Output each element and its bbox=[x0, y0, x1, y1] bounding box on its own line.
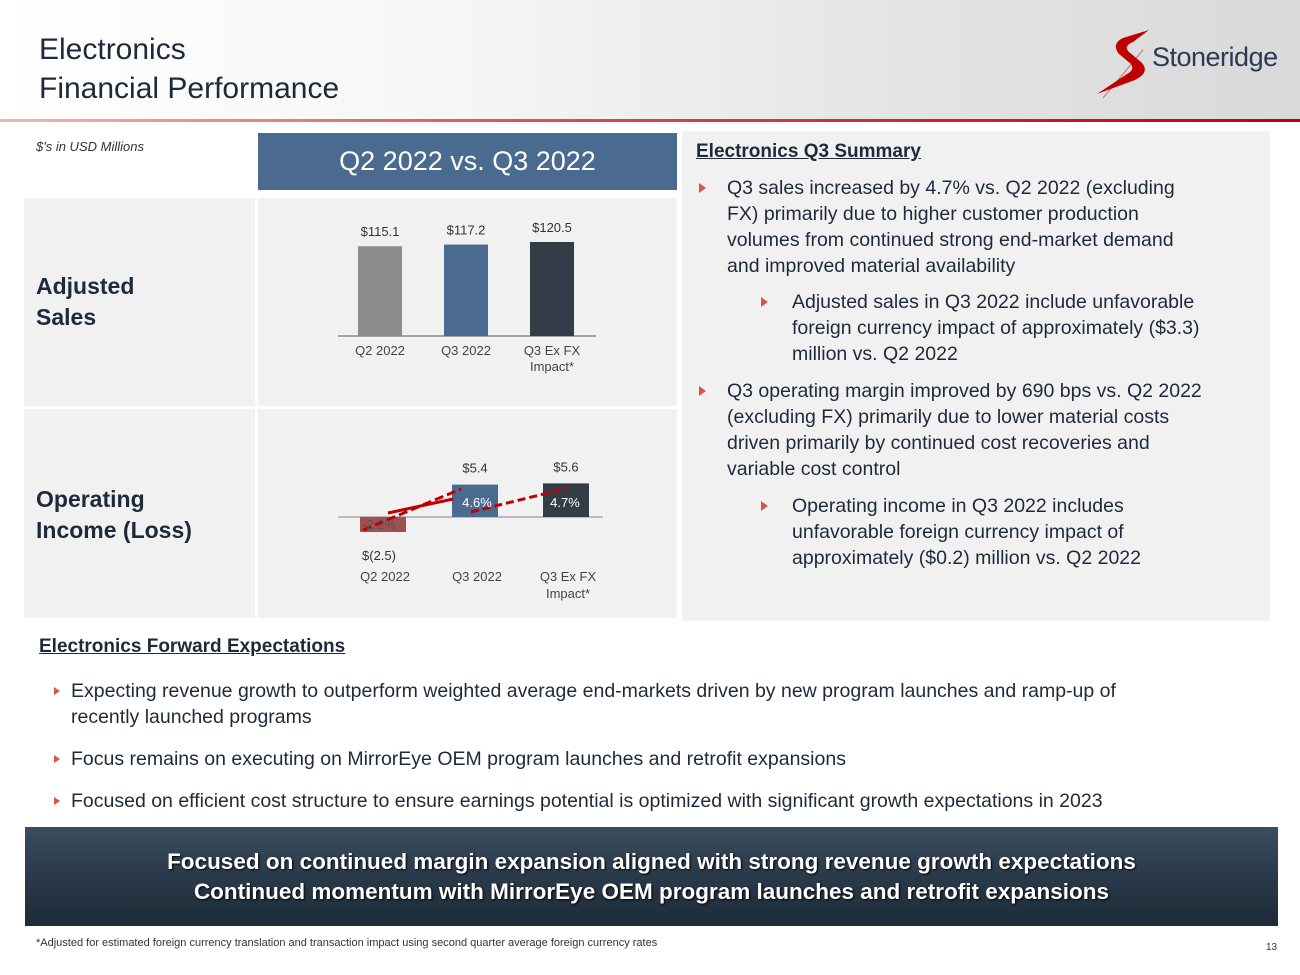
summary-bullet-sales-line: volumes from continued strong end-market… bbox=[727, 229, 1174, 251]
summary-title: Electronics Q3 Summary bbox=[696, 141, 921, 162]
bar bbox=[530, 242, 574, 336]
header-divider bbox=[0, 119, 1300, 122]
forward-item-line: Focused on efficient cost structure to e… bbox=[71, 790, 1103, 812]
footnote: *Adjusted for estimated foreign currency… bbox=[36, 937, 658, 949]
page-title-line2: Financial Performance bbox=[39, 72, 340, 105]
forward-item: Focused on efficient cost structure to e… bbox=[71, 788, 1251, 814]
x-tick-label: Q3 Ex FX bbox=[524, 343, 581, 358]
bullet-arrow-icon bbox=[761, 501, 768, 511]
bullet-arrow-icon bbox=[699, 386, 706, 396]
summary-bullet-sales: Q3 sales increased by 4.7% vs. Q2 2022 (… bbox=[727, 175, 1175, 279]
summary-subbullet-oi-line: approximately ($0.2) million vs. Q2 2022 bbox=[792, 547, 1141, 569]
bullet-arrow-icon bbox=[54, 687, 60, 695]
bullet-arrow-icon bbox=[761, 297, 768, 307]
margin-label: 4.6% bbox=[462, 495, 492, 510]
bar bbox=[444, 244, 488, 336]
summary-bullet-margin-line: variable cost control bbox=[727, 458, 901, 480]
forward-item-line: recently launched programs bbox=[71, 706, 312, 728]
page-title: Electronics Financial Performance bbox=[39, 30, 339, 108]
data-label: $5.6 bbox=[553, 459, 578, 474]
header-background bbox=[0, 0, 1300, 120]
summary-bullet-margin-line: (excluding FX) primarily due to lower ma… bbox=[727, 406, 1170, 428]
summary-bullet-sales-line: Q3 sales increased by 4.7% vs. Q2 2022 (… bbox=[727, 177, 1175, 199]
adjusted-sales-chart: $115.1 Q2 2022 $117.2 Q3 2022 $120.5 Q3 Ex FX… bbox=[338, 220, 596, 374]
bar bbox=[360, 517, 406, 532]
operating-income-label-line2: Income (Loss) bbox=[36, 517, 192, 543]
summary-subbullet-sales-line: million vs. Q2 2022 bbox=[792, 343, 958, 365]
x-tick-label: Q2 2022 bbox=[355, 343, 405, 358]
summary-bullet-sales-line: FX) primarily due to higher customer pro… bbox=[727, 203, 1139, 225]
forward-item-line: Focus remains on executing on MirrorEye … bbox=[71, 748, 846, 770]
x-tick-label: Q3 2022 bbox=[452, 569, 502, 584]
adjusted-sales-label-cell: Adjusted Sales bbox=[24, 198, 255, 406]
x-tick-label: Q3 Ex FX bbox=[540, 569, 597, 584]
data-label: $115.1 bbox=[361, 224, 400, 239]
summary-bullet-margin: Q3 operating margin improved by 690 bps … bbox=[727, 378, 1202, 482]
stoneridge-logo-icon bbox=[1097, 30, 1149, 99]
summary-bullet-margin-line: Q3 operating margin improved by 690 bps … bbox=[727, 380, 1202, 402]
operating-income-label-cell: Operating Income (Loss) bbox=[24, 409, 255, 618]
summary-subbullet-sales-line: Adjusted sales in Q3 2022 include unfavo… bbox=[792, 291, 1195, 313]
summary-subbullet-oi-line: Operating income in Q3 2022 includes bbox=[792, 495, 1124, 517]
adjusted-sales-label-line1: Adjusted bbox=[36, 273, 135, 299]
key-message-banner: Focused on continued margin expansion al… bbox=[25, 827, 1278, 926]
bullet-arrow-icon bbox=[699, 183, 706, 193]
x-tick-label: Q2 2022 bbox=[360, 569, 410, 584]
adjusted-sales-chart-cell: $115.1 Q2 2022 $117.2 Q3 2022 $120.5 Q3 Ex FX… bbox=[258, 198, 677, 406]
margin-label: 4.7% bbox=[550, 495, 580, 510]
margin-trend-line bbox=[387, 497, 454, 515]
adjusted-sales-label-line2: Sales bbox=[36, 304, 97, 330]
units-note: $'s in USD Millions bbox=[36, 139, 144, 154]
bar bbox=[358, 246, 402, 336]
forward-item: Expecting revenue growth to outperform w… bbox=[71, 678, 1251, 730]
logo-text: Stoneridge bbox=[1152, 42, 1278, 72]
data-label: $(2.5) bbox=[362, 548, 396, 563]
x-tick-label: Impact* bbox=[546, 586, 590, 601]
summary-subbullet-sales-line: foreign currency impact of approximately… bbox=[792, 317, 1200, 339]
summary-subbullet-sales-fx: Adjusted sales in Q3 2022 include unfavo… bbox=[792, 289, 1200, 367]
forward-expectations-title: Electronics Forward Expectations bbox=[39, 636, 346, 657]
banner-line2: Continued momentum with MirrorEye OEM pr… bbox=[193, 879, 1110, 904]
operating-income-label-line1: Operating bbox=[36, 486, 145, 512]
comparison-panel-title: Q2 2022 vs. Q3 2022 bbox=[258, 133, 677, 190]
bullet-arrow-icon bbox=[54, 755, 60, 763]
x-tick-label: Impact* bbox=[530, 359, 574, 374]
x-tick-label: Q3 2022 bbox=[441, 343, 491, 358]
data-label: $117.2 bbox=[447, 223, 486, 238]
summary-subbullet-oi-line: unfavorable foreign currency impact of bbox=[792, 521, 1124, 543]
margin-label: -2.2% bbox=[362, 517, 396, 532]
summary-bullet-margin-line: driven primarily by continued cost recov… bbox=[727, 432, 1150, 454]
page-title-line1: Electronics bbox=[39, 33, 186, 66]
forward-item: Focus remains on executing on MirrorEye … bbox=[71, 746, 1251, 772]
operating-income-chart-cell: $(2.5) Q2 2022 $5.4 Q3 2022 $5.6 Q3 Ex FX Impa… bbox=[258, 409, 677, 618]
q3-summary-panel: Electronics Q3 Summary Q3 sales increase… bbox=[682, 131, 1270, 621]
banner-line1: Focused on continued margin expansion al… bbox=[167, 849, 1136, 874]
operating-income-chart: $(2.5) Q2 2022 $5.4 Q3 2022 $5.6 Q3 Ex FX Impa… bbox=[338, 459, 603, 601]
summary-subbullet-oi-fx: Operating income in Q3 2022 includes unf… bbox=[792, 493, 1141, 571]
forward-item-line: Expecting revenue growth to outperform w… bbox=[71, 680, 1116, 702]
margin-trend-line bbox=[362, 487, 462, 532]
bullet-arrow-icon bbox=[54, 797, 60, 805]
data-label: $120.5 bbox=[532, 220, 572, 235]
page-number: 13 bbox=[1266, 942, 1278, 953]
margin-trend-line bbox=[470, 486, 569, 514]
data-label: $5.4 bbox=[462, 461, 487, 476]
summary-bullet-sales-line: and improved material availability bbox=[727, 255, 1016, 277]
